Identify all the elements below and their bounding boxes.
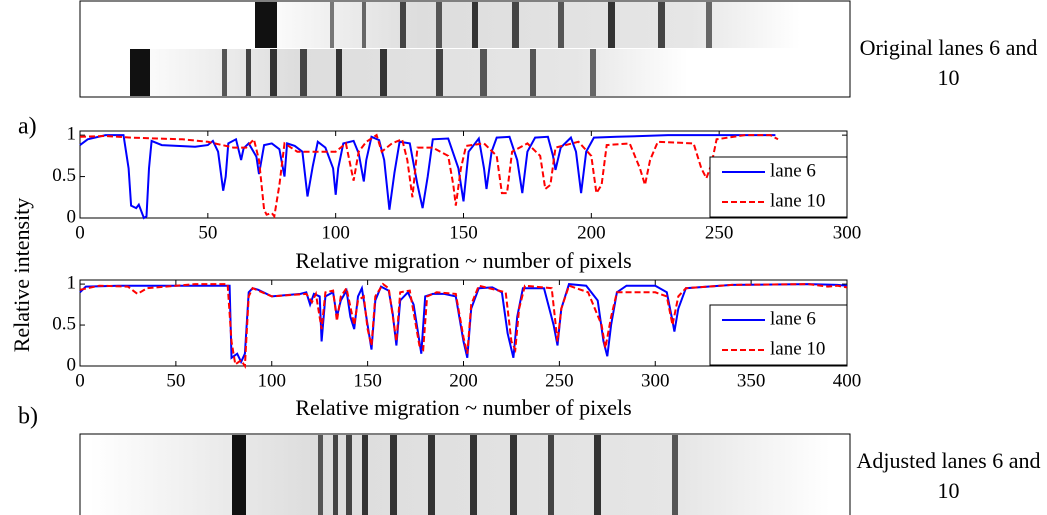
y-tick-label: 1 — [67, 272, 77, 293]
x-tick-label: 50 — [166, 370, 185, 391]
x-tick-label: 400 — [833, 370, 862, 391]
x-tick-label: 200 — [577, 222, 606, 243]
x-tick-label: 350 — [737, 370, 766, 391]
legend-label: lane 10 — [770, 338, 825, 359]
y-tick-label: 0.5 — [52, 165, 76, 186]
x-tick-label: 0 — [75, 222, 85, 243]
y-tick-label: 0 — [67, 354, 77, 375]
y-axis-label: Relative intensity — [9, 198, 34, 353]
legend-box — [709, 304, 848, 366]
x-tick-label: 300 — [641, 370, 670, 391]
x-tick-label: 250 — [705, 222, 734, 243]
x-tick-label: 100 — [321, 222, 350, 243]
x-tick-label: 300 — [833, 222, 862, 243]
x-tick-label: 150 — [449, 222, 478, 243]
x-tick-label: 50 — [198, 222, 217, 243]
legend-label: lane 10 — [770, 190, 825, 211]
x-tick-label: 250 — [545, 370, 574, 391]
series-line — [79, 134, 776, 220]
y-tick-label: 1 — [67, 124, 77, 145]
x-tick-label: 200 — [449, 370, 478, 391]
x-tick-label: 150 — [353, 370, 382, 391]
gel-adjusted — [79, 433, 851, 515]
y-tick-label: 0 — [67, 206, 77, 227]
legend-box — [709, 156, 848, 218]
caption: Adjusted lanes 6 and 10 — [856, 448, 1041, 503]
legend-label: lane 6 — [770, 308, 816, 329]
panel-label: b) — [18, 404, 38, 430]
caption: Original lanes 6 and 10 — [859, 35, 1038, 90]
series-line — [79, 282, 848, 370]
y-tick-label: 0.5 — [52, 313, 76, 334]
legend-label: lane 6 — [770, 160, 816, 181]
series-line — [79, 133, 779, 219]
x-axis-label: Relative migration ~ number of pixels — [295, 395, 631, 420]
panel-label: a) — [18, 114, 37, 140]
x-axis-label: Relative migration ~ number of pixels — [295, 248, 631, 273]
gel-original — [79, 0, 851, 98]
x-tick-label: 100 — [258, 370, 287, 391]
x-tick-label: 0 — [75, 370, 85, 391]
